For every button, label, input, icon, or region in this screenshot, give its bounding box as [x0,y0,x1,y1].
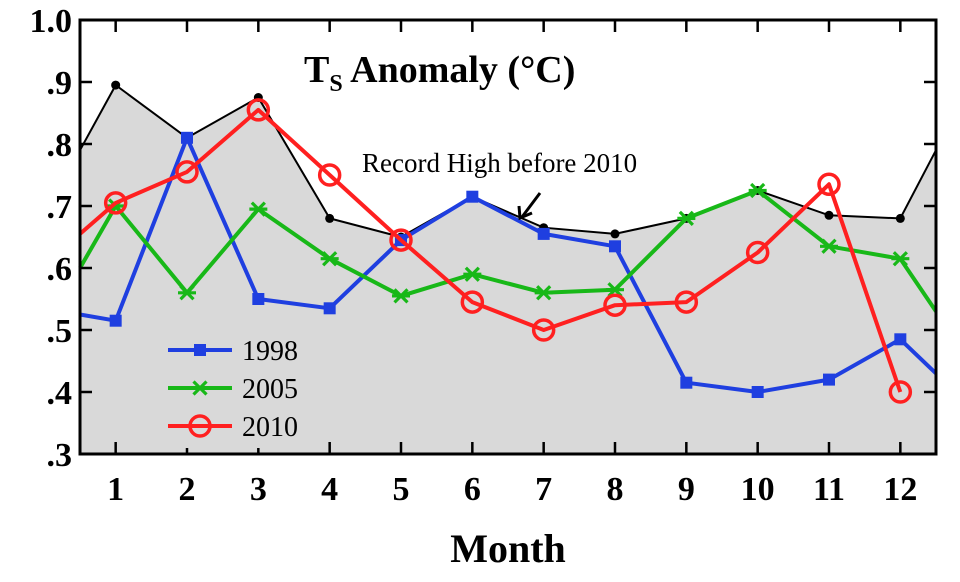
series-2005-point [534,285,553,301]
series-1998-point [181,131,193,144]
series-2010-point [246,98,271,122]
series-1998-point [252,293,265,305]
x-axis-label: Month [450,526,566,571]
x-tick-label: 4 [321,471,338,508]
plot-frame [78,18,938,456]
legend-2005-marker [191,380,209,396]
series-2005-point [392,288,410,304]
y-tick-label: .5 [47,313,73,350]
series-2010-point [603,293,627,317]
series-2005-point [891,251,910,267]
legend-1998-marker [194,344,206,356]
record-high-point [111,80,121,90]
legend-2005-label: 2005 [242,374,298,405]
y-tick-label: .9 [47,65,73,102]
series-2005-line [78,188,938,313]
series-2005-point [820,238,838,254]
series-2010-point [888,380,913,404]
x-tick-label: 6 [464,471,481,508]
series-2005-point [463,266,482,282]
record-high-point [325,213,335,223]
series-2010-point [175,160,199,184]
x-tick-label: 8 [607,471,624,508]
series-2010-point [817,172,841,197]
series-1998-point [609,240,621,253]
series-1998-point [751,386,764,398]
series-1998-line [79,135,938,394]
x-tick-label: 11 [813,471,845,508]
series-2005-point [606,282,624,298]
series-1998-point [894,333,907,346]
x-tick-label: 10 [741,471,775,508]
record-high-annotation: Record High before 2010 [362,148,637,178]
series-2010-point [389,228,413,252]
y-tick-label: .6 [47,251,73,288]
x-tick-label: 9 [678,471,695,508]
y-tick-label: .7 [47,189,73,226]
chart-title-main: T [304,49,329,91]
x-tick-label: 2 [179,471,196,508]
series-1998-point [680,376,693,389]
x-tick-label: 5 [393,471,410,508]
legend-2010-label: 2010 [242,412,298,443]
series-2010-point [317,163,342,187]
series-1998-point [537,227,550,240]
series-2005-point [748,182,767,199]
series-1998-point [109,314,122,327]
chart-title-subscript: S [329,71,342,97]
series-2005-point [677,210,696,227]
series-1998-point [823,373,835,386]
legend-1998-label: 1998 [242,336,298,367]
annotation-arrow [517,192,542,221]
series-1998-point [323,302,336,315]
record-high-point [824,210,834,220]
ticks-layer: 1.0.9.8.7.6.5.4.31 2 3 4 5 6 7 8 9 10 11 12 [30,3,936,508]
series-layer [78,98,938,404]
series-1998-point [466,190,479,203]
series-2010-point [531,318,556,342]
y-tick-label: 1.0 [30,3,73,40]
y-tick-label: .3 [47,437,73,474]
y-tick-label: .8 [47,127,73,164]
series-2010-point [103,191,128,215]
record-high-line [79,83,937,239]
x-tick-label: 12 [883,471,917,508]
legend: 1998 2005 2010 [160,326,326,448]
x-tick-label: 3 [250,471,267,508]
x-tick-label: 7 [535,471,552,508]
record-high-point [895,213,905,223]
chart-title: TS Anomaly (°C) [304,49,575,97]
series-2005-point [320,251,339,267]
series-2010-line [78,107,903,393]
legend-2010-marker [188,414,212,438]
series-2010-point [745,240,770,265]
series-2010-point [460,290,485,314]
x-tick-label: 1 [107,471,124,508]
series-2010-point [674,290,699,314]
chart-title-rest: Anomaly (°C) [343,49,576,91]
record-high-point [610,229,620,239]
series-2005-point [249,201,268,217]
y-tick-label: .4 [47,375,73,412]
series-2005-point [178,285,196,301]
